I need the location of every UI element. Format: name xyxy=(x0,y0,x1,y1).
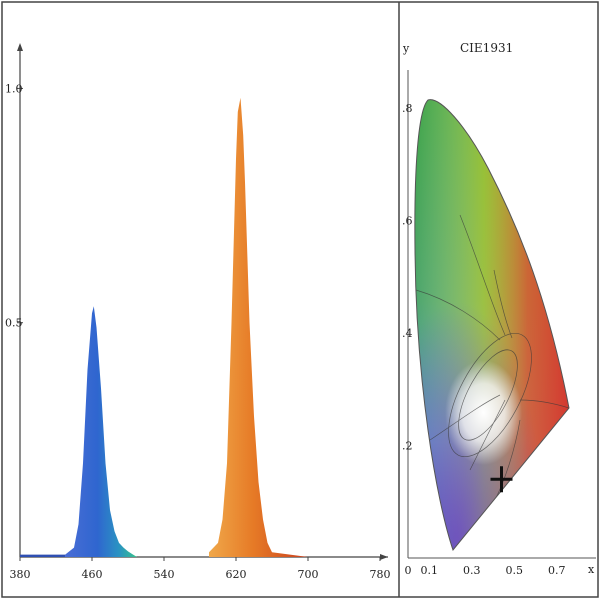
spectrum-orange-peak xyxy=(209,97,308,558)
cie-x-tick-label: 0.1 xyxy=(421,564,439,577)
spectrum-tick-labels: 380 460 540 620 700 780 1.0 0.5 xyxy=(5,82,391,581)
cie-chromaticity-marker xyxy=(490,466,513,493)
cie-x-tick-label: 0.7 xyxy=(548,564,566,577)
spectrum-x-tick-label: 780 xyxy=(370,568,391,581)
cie-panel: CIE1931 y x xyxy=(402,41,596,577)
spectrum-x-tick-label: 380 xyxy=(10,568,31,581)
cie-x-tick-label: 0.3 xyxy=(463,564,481,577)
spectrum-panel: 380 460 540 620 700 780 1.0 0.5 xyxy=(5,43,391,581)
cie-tick-labels: 0 0.1 0.3 0.5 0.7 .8 .6 .4 .2 xyxy=(402,102,566,577)
cie-y-tick-label: .6 xyxy=(402,215,413,228)
spectrum-x-tick-label: 700 xyxy=(298,568,319,581)
cie-x-tick-label: 0 xyxy=(405,564,412,577)
cie-y-tick-label: .2 xyxy=(402,440,413,453)
spectrum-x-tick-label: 460 xyxy=(82,568,103,581)
spectrum-areas xyxy=(20,97,308,558)
cie-x-tick-label: 0.5 xyxy=(506,564,524,577)
cie-gamut xyxy=(414,99,570,552)
cie-y-tick-label: .8 xyxy=(402,102,413,115)
cie-x-axis-label: x xyxy=(588,563,595,576)
cie-y-tick-label: .4 xyxy=(402,327,413,340)
cie-y-axis-label: y xyxy=(402,42,410,55)
spectrum-x-tick-label: 540 xyxy=(154,568,175,581)
spectrum-axes xyxy=(17,43,388,560)
spectrum-y-tick-label: 0.5 xyxy=(5,317,23,330)
spectrum-y-axis-arrow xyxy=(17,43,23,51)
spectrum-x-axis-arrow xyxy=(380,554,388,560)
spectrum-y-tick-label: 1.0 xyxy=(5,82,23,95)
spectrum-x-tick-label: 620 xyxy=(226,568,247,581)
spectrum-blue-peak xyxy=(65,306,137,557)
spectrum-baseline xyxy=(20,554,65,557)
cie-title: CIE1931 xyxy=(460,41,513,55)
